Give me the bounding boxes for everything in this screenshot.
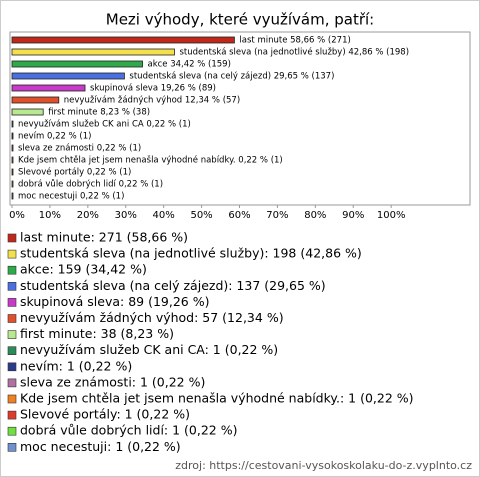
bar [11,144,14,152]
x-tick-label: 100% [377,210,406,221]
x-tick-label: 70% [266,210,288,221]
legend-label: sleva ze známosti: 1 (0,22 %) [20,374,205,389]
legend-label: Slevové portály: 1 (0,22 %) [20,407,190,422]
x-tick-label: 0% [9,210,25,221]
value-label: moc necestuji 0,22 % (1) [18,192,124,202]
legend-swatch [7,362,17,372]
bar [11,192,14,200]
source: zdroj: https://cestovani-vysokoskolaku-d… [175,459,472,472]
legend-label: studentská sleva (na jednotlivé služby):… [20,246,362,261]
legend-label: last minute: 271 (58,66 %) [20,230,188,245]
value-label: studentská sleva (na celý zájezd) 29,65 … [129,72,334,82]
legend-swatch [7,314,17,323]
value-label: first minute 8,23 % (38) [48,108,150,118]
legend-label: nevyužívám služeb CK ani CA: 1 (0,22 %) [20,342,278,357]
legend-swatch [7,281,17,291]
bar [11,108,44,116]
legend-swatch [7,426,17,436]
legend-swatch [7,233,17,243]
legend-swatch [7,378,17,388]
legend-swatch [7,330,17,339]
legend-swatch [7,265,17,275]
x-tick-label: 10% [39,210,61,221]
value-label: skupinová sleva 19,26 % (89) [90,84,216,94]
value-label: studentská sleva (na jednotlivé služby) … [180,47,410,58]
bar [11,156,14,164]
bar [11,84,86,92]
value-label: nevyužívám žádných výhod 12,34 % (57) [64,96,240,106]
legend-swatch [7,249,17,259]
value-label: nevyužívám služeb CK ani CA 0,22 % (1) [18,120,191,130]
bar [11,72,125,80]
bar [11,132,14,140]
value-label: dobrá vůle dobrých lidí 0,22 % (1) [18,179,163,190]
legend-label: nevím: 1 (0,22 %) [20,358,132,373]
value-label: last minute 58,66 % (271) [239,36,350,46]
value-label: nevím 0,22 % (1) [18,132,91,142]
legend-label: first minute: 38 (8,23 %) [20,326,174,341]
bar [11,168,14,176]
value-label: sleva ze známosti 0,22 % (1) [18,144,141,154]
x-tick-label: 30% [115,210,137,221]
legend-swatch [7,442,17,452]
x-tick-label: 20% [77,210,99,221]
bar [11,180,14,188]
x-tick-label: 50% [190,210,212,221]
value-label: Kde jsem chtěla jet jsem nenašla výhodné… [18,155,283,166]
x-tick-label: 80% [304,210,326,221]
legend-label: moc necestuji: 1 (0,22 %) [20,439,181,454]
legend-swatch [7,410,17,420]
bar [11,48,175,56]
legend-label: studentská sleva (na celý zájezd): 137 (… [20,278,326,293]
x-tick-label: 60% [228,210,250,221]
bar [11,120,14,128]
x-tick-label: 90% [342,210,364,221]
bar [11,96,60,104]
legend-swatch [7,346,17,356]
legend-swatch [7,298,17,307]
bar [11,36,235,44]
legend-label: skupinová sleva: 89 (19,26 %) [20,294,209,309]
x-tick-label: 40% [153,210,175,221]
legend-label: dobrá vůle dobrých lidí: 1 (0,22 %) [20,423,237,438]
value-label: Slevové portály 0,22 % (1) [18,167,131,178]
chart-title: Mezi výhody, které využívám, patří: [106,11,374,29]
legend-label: akce: 159 (34,42 %) [20,262,147,277]
legend-label: Kde jsem chtěla jet jsem nenašla výhodné… [20,391,414,406]
value-label: akce 34,42 % (159) [148,60,231,70]
legend-label: nevyužívám žádných výhod: 57 (12,34 %) [20,310,284,325]
legend-swatch [7,394,17,404]
bar [11,60,143,68]
